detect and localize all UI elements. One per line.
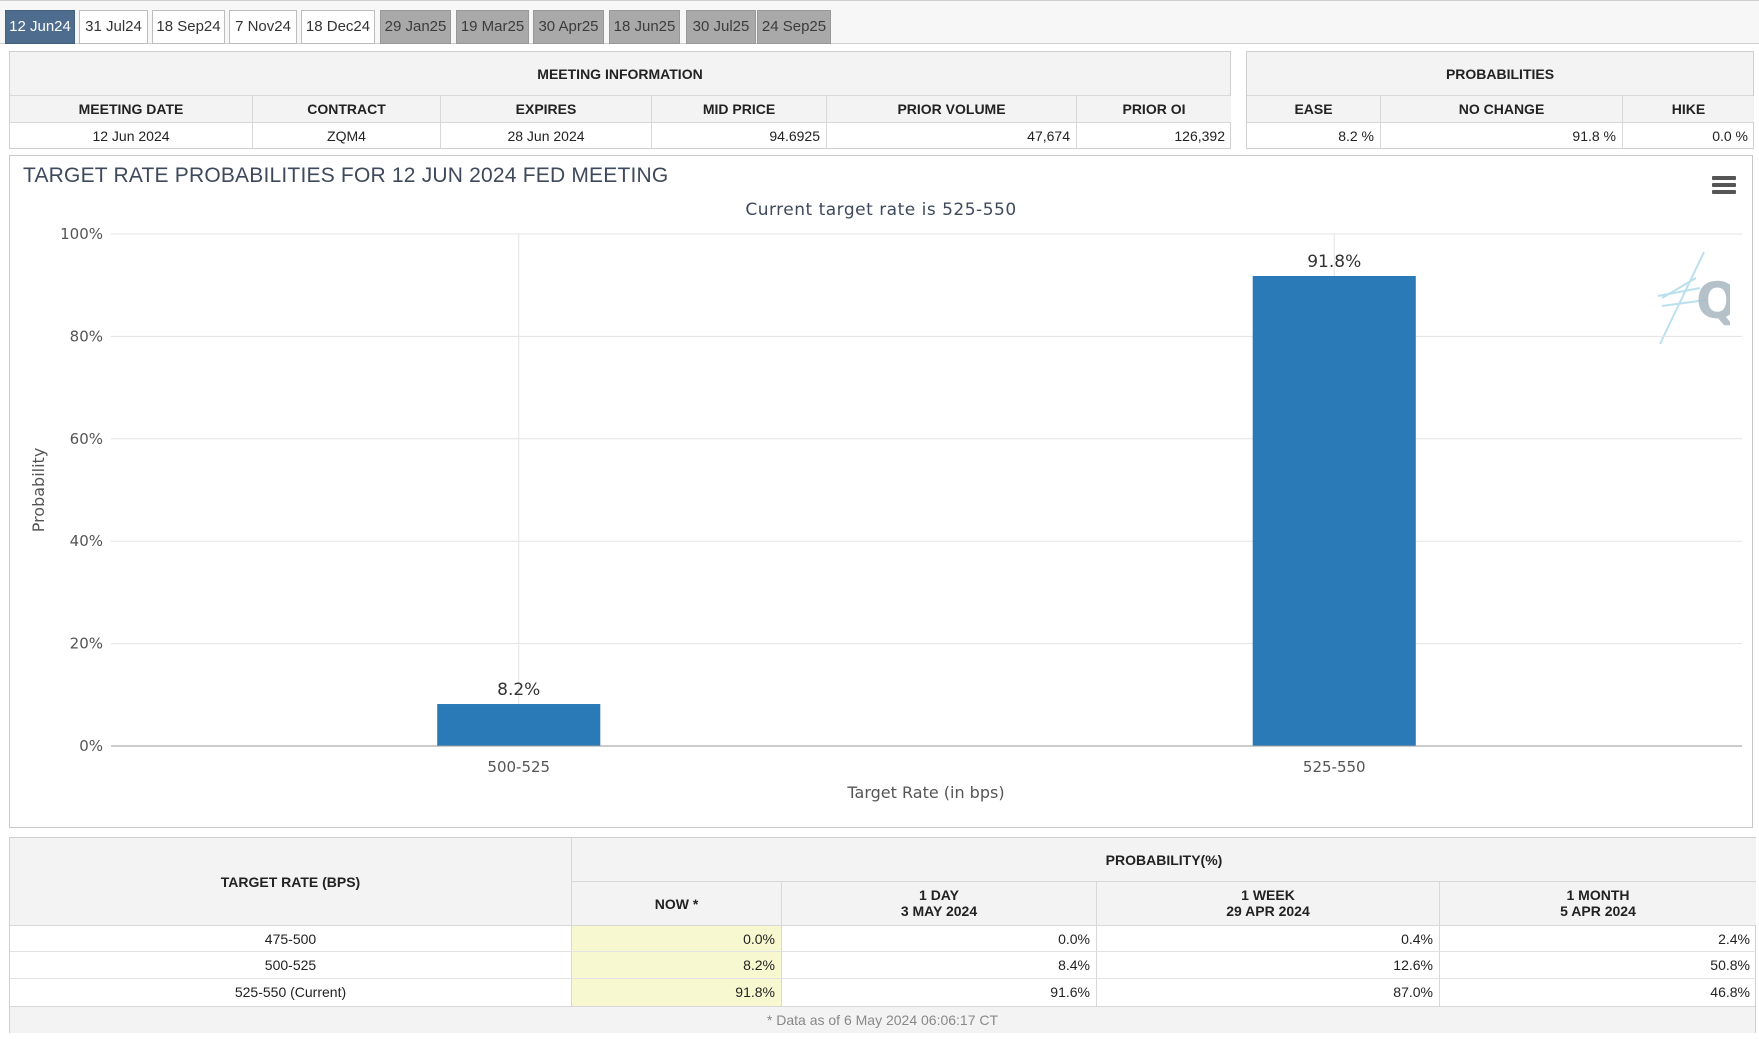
no-change-value: 91.8 %: [1381, 123, 1623, 149]
cme-q-logo-icon: Q: [1657, 251, 1730, 345]
data-timestamp-footnote: * Data as of 6 May 2024 06:06:17 CT: [10, 1006, 1755, 1033]
no-change-header: NO CHANGE: [1381, 96, 1623, 123]
one-month-column-header: 1 MONTH 5 APR 2024: [1440, 882, 1756, 926]
expires-header: EXPIRES: [441, 96, 652, 123]
bar-data-label: 91.8%: [1307, 252, 1361, 272]
tab-19-mar25[interactable]: 19 Mar25: [456, 10, 529, 44]
table-cell-1month: 2.4%: [1440, 926, 1756, 952]
hamburger-menu-icon[interactable]: [1712, 176, 1736, 196]
ease-value: 8.2 %: [1247, 123, 1381, 149]
meeting-information-title: MEETING INFORMATION: [10, 52, 1230, 96]
table-cell-now: 91.8%: [572, 979, 782, 1006]
expires-value: 28 Jun 2024: [441, 123, 652, 149]
x-axis-label: Target Rate (in bps): [846, 783, 1004, 802]
meeting-date-value: 12 Jun 2024: [10, 123, 253, 149]
one-month-label: 1 MONTH: [1566, 887, 1630, 903]
table-cell-1week: 0.4%: [1097, 926, 1440, 952]
chart-title: TARGET RATE PROBABILITIES FOR 12 JUN 202…: [23, 164, 669, 187]
prior-oi-value: 126,392: [1174, 128, 1225, 144]
tab-30-apr25[interactable]: 30 Apr25: [533, 10, 604, 44]
one-month-date: 5 APR 2024: [1560, 903, 1636, 919]
mid-price-header: MID PRICE: [652, 96, 827, 123]
one-day-column-header: 1 DAY 3 MAY 2024: [782, 882, 1097, 926]
table-cell-1day: 0.0%: [782, 926, 1097, 952]
contract-value: ZQM4: [253, 123, 441, 149]
tab-24-sep25[interactable]: 24 Sep25: [757, 10, 831, 44]
mid-price-value: 94.6925: [652, 123, 827, 149]
one-day-date: 3 MAY 2024: [900, 903, 978, 919]
chart-subtitle: Current target rate is 525-550: [745, 200, 1017, 220]
one-week-label: 1 WEEK: [1241, 887, 1295, 903]
svg-text:Q: Q: [1696, 272, 1730, 330]
tab-7-nov24[interactable]: 7 Nov24: [229, 10, 297, 44]
tab-29-jan25[interactable]: 29 Jan25: [380, 10, 451, 44]
table-cell-1month: 50.8%: [1440, 952, 1756, 979]
tab-30-jul25[interactable]: 30 Jul25: [686, 10, 756, 44]
table-cell-now: 0.0%: [572, 926, 782, 952]
one-day-label: 1 DAY: [919, 887, 959, 903]
tab-18-dec24[interactable]: 18 Dec24: [301, 10, 375, 44]
table-cell-1month: 46.8%: [1710, 984, 1750, 1000]
contract-header: CONTRACT: [253, 96, 441, 123]
tab-12-jun24[interactable]: 12 Jun24: [5, 10, 75, 44]
prior-volume-header: PRIOR VOLUME: [827, 96, 1077, 123]
hike-value: 0.0 %: [1712, 128, 1748, 144]
prior-oi-header: PRIOR OI: [1077, 96, 1231, 123]
one-week-date: 29 APR 2024: [1226, 903, 1310, 919]
probability-group-header: PROBABILITY(%): [572, 838, 1756, 882]
table-cell-1day: 8.4%: [782, 952, 1097, 979]
target-rate-header: TARGET RATE (BPS): [10, 838, 572, 926]
now-column-header: NOW *: [572, 882, 782, 926]
chart-plot-area: 8.2% 91.8% 0% 20% 40% 60% 80% 100% 500-525 525-5…: [29, 225, 1742, 802]
tab-18-jun25[interactable]: 18 Jun25: [609, 10, 680, 44]
tab-18-sep24[interactable]: 18 Sep24: [152, 10, 225, 44]
meeting-information-panel: MEETING INFORMATION MEETING DATE CONTRAC…: [9, 51, 1231, 149]
table-cell-1week: 87.0%: [1097, 979, 1440, 1006]
probabilities-title: PROBABILITIES: [1247, 52, 1753, 96]
target-rate-chart: TARGET RATE PROBABILITIES FOR 12 JUN 202…: [9, 155, 1753, 828]
hike-header: HIKE: [1623, 96, 1754, 123]
table-cell-now: 8.2%: [572, 952, 782, 979]
prior-volume-value: 47,674: [827, 123, 1077, 149]
table-row-rate: 525-550 (Current): [10, 979, 572, 1006]
table-row-rate: 475-500: [10, 926, 572, 952]
bar-data-label: 8.2%: [497, 680, 540, 700]
y-tick-label: 100%: [60, 225, 103, 243]
bar-525-550: [1252, 275, 1416, 746]
table-cell-1day: 91.6%: [782, 979, 1097, 1006]
tab-31-jul24[interactable]: 31 Jul24: [79, 10, 148, 44]
table-row-rate: 500-525: [10, 952, 572, 979]
table-cell-1week: 12.6%: [1097, 952, 1440, 979]
probability-history-table: TARGET RATE (BPS) PROBABILITY(%) NOW * 1…: [9, 837, 1756, 1033]
x-tick-label: 500-525: [487, 758, 550, 776]
bar-500-525: [437, 704, 601, 746]
ease-header: EASE: [1247, 96, 1381, 123]
y-tick-label: 20%: [70, 635, 103, 653]
y-axis-label: Probability: [29, 448, 48, 533]
y-tick-label: 40%: [70, 532, 103, 550]
probabilities-panel: PROBABILITIES EASE NO CHANGE HIKE 8.2 % …: [1246, 51, 1754, 149]
y-tick-label: 0%: [79, 737, 103, 755]
meeting-date-header: MEETING DATE: [10, 96, 253, 123]
y-tick-label: 60%: [70, 430, 103, 448]
y-tick-label: 80%: [70, 327, 103, 345]
one-week-column-header: 1 WEEK 29 APR 2024: [1097, 882, 1440, 926]
meeting-tabs: 12 Jun24 31 Jul24 18 Sep24 7 Nov24 18 De…: [0, 0, 1759, 44]
x-tick-label: 525-550: [1303, 758, 1366, 776]
